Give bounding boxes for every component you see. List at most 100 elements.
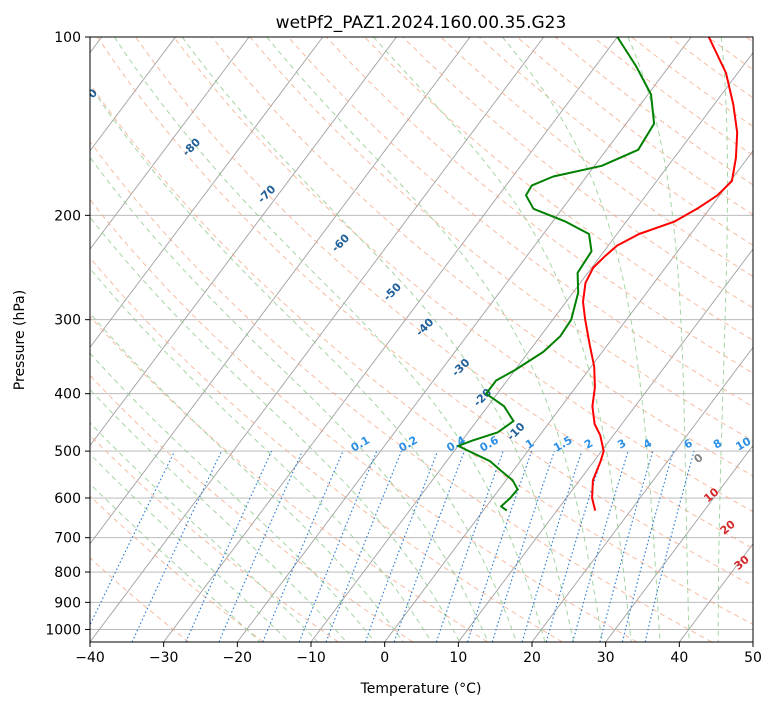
mixing-ratio-line bbox=[393, 450, 465, 642]
dry-adiabat-line bbox=[402, 37, 753, 309]
mixing-ratio-line bbox=[298, 450, 378, 642]
mixing-ratio-line bbox=[185, 450, 273, 642]
dewpoint-profile-line bbox=[457, 37, 656, 512]
axes: −40 −30 −20 −10 0 10 20 30 40 5010020030040050060… bbox=[45, 30, 762, 666]
dry-adiabat-line bbox=[707, 37, 753, 71]
moist-adiabat-label: 10 bbox=[701, 485, 721, 505]
isotherm-line bbox=[236, 37, 692, 642]
moist-adiabat-line bbox=[627, 37, 690, 642]
isotherm-line bbox=[752, 641, 753, 642]
dry-adiabat-line bbox=[135, 37, 753, 550]
x-tick-label: 20 bbox=[523, 650, 541, 666]
dry-adiabat-line bbox=[90, 83, 753, 625]
isotherm-line bbox=[90, 37, 176, 152]
plot-frame bbox=[89, 36, 754, 643]
dry-adiabat-line bbox=[745, 37, 753, 43]
x-tick-label: −40 bbox=[75, 650, 105, 666]
mixing-ratio-line bbox=[644, 450, 695, 642]
mixing-ratio-line bbox=[325, 450, 403, 642]
dry-adiabat-line bbox=[90, 315, 488, 642]
moist-adiabat-line bbox=[181, 37, 575, 642]
moist-adiabat-line bbox=[90, 267, 432, 642]
x-tick-label: −20 bbox=[223, 650, 253, 666]
isotherm-line bbox=[90, 37, 471, 545]
mixing-ratio-line bbox=[466, 450, 533, 642]
y-tick-label: 100 bbox=[54, 30, 81, 46]
reference-lines bbox=[90, 37, 753, 642]
dry-adiabat-line bbox=[478, 37, 753, 246]
mixing-ratio-label: 10 bbox=[734, 434, 754, 453]
isotherm-line bbox=[310, 51, 753, 642]
moist-adiabat-line bbox=[113, 37, 546, 642]
y-tick-label: 200 bbox=[54, 208, 81, 224]
mixing-ratio-line bbox=[435, 450, 504, 642]
x-tick-label: 50 bbox=[744, 650, 762, 666]
x-axis-label: Temperature (°C) bbox=[360, 681, 482, 697]
dry-adiabat-line bbox=[90, 257, 563, 642]
mixing-ratio-line bbox=[545, 450, 605, 642]
mixing-ratio-line bbox=[491, 450, 555, 642]
mixing-ratio-label: 1 bbox=[523, 437, 536, 452]
isotherm-line bbox=[384, 150, 753, 642]
y-tick-label: 500 bbox=[54, 444, 81, 460]
dry-adiabat-line bbox=[325, 37, 753, 374]
dry-adiabat-label: -100 bbox=[0, 49, 11, 78]
isotherm-line bbox=[531, 346, 753, 642]
dry-adiabat-label: -30 bbox=[449, 356, 472, 379]
mixing-ratio-line bbox=[262, 450, 344, 642]
dry-adiabat-line bbox=[364, 37, 753, 341]
moist-adiabat-label: 0 bbox=[691, 451, 705, 466]
mixing-ratio-label: 2 bbox=[582, 437, 595, 452]
isotherm-line bbox=[605, 444, 753, 642]
mixing-ratio-line bbox=[90, 450, 176, 627]
y-tick-label: 700 bbox=[54, 531, 81, 547]
mixing-ratio-line bbox=[521, 450, 583, 642]
dry-adiabat-line bbox=[440, 37, 753, 278]
chart-title: wetPf2_PAZ1.2024.160.00.35.G23 bbox=[276, 13, 567, 33]
mixing-ratio-label: 6 bbox=[682, 436, 695, 451]
mixing-ratio-label: 8 bbox=[711, 437, 724, 452]
y-tick-label: 900 bbox=[54, 595, 81, 611]
moist-adiabat-line bbox=[717, 37, 728, 642]
isotherm-line bbox=[163, 37, 618, 642]
dry-adiabat-label: -90 bbox=[77, 86, 100, 109]
dry-adiabat-line bbox=[173, 37, 753, 513]
moist-adiabat-line bbox=[90, 85, 517, 642]
moist-adiabat-line bbox=[90, 352, 376, 642]
moist-adiabat-label: 30 bbox=[732, 553, 752, 573]
moist-adiabat-label: 40 bbox=[753, 584, 773, 604]
moist-adiabat-line bbox=[502, 37, 661, 642]
mixing-ratio-line bbox=[621, 450, 674, 642]
y-tick-label: 400 bbox=[54, 387, 81, 403]
mixing-ratio-line bbox=[218, 450, 303, 642]
moist-adiabat-line bbox=[90, 483, 261, 642]
isotherm-line bbox=[90, 37, 397, 447]
moist-adiabat-line bbox=[90, 216, 461, 642]
isotherm-line bbox=[90, 37, 250, 250]
x-tick-label: 0 bbox=[380, 650, 389, 666]
moist-adiabat-line bbox=[266, 37, 603, 642]
moist-adiabat-line bbox=[90, 388, 347, 642]
profile-series bbox=[457, 37, 739, 512]
y-tick-label: 600 bbox=[54, 491, 81, 507]
dry-adiabat-line bbox=[90, 198, 638, 642]
mixing-ratio-label: 4 bbox=[641, 436, 654, 451]
mixing-ratio-line bbox=[364, 450, 439, 642]
mixing-ratio-line bbox=[599, 450, 654, 642]
y-tick-label: 800 bbox=[54, 565, 81, 581]
y-tick-label: 1000 bbox=[45, 622, 81, 638]
moist-adiabat-line bbox=[373, 37, 632, 642]
mixing-ratio-line bbox=[131, 450, 223, 642]
isotherm-line bbox=[457, 248, 753, 642]
x-tick-label: 30 bbox=[597, 650, 615, 666]
isotherm-line bbox=[90, 37, 324, 349]
dry-adiabat-line bbox=[90, 495, 264, 642]
moist-adiabat-line bbox=[90, 453, 290, 642]
x-tick-label: −10 bbox=[296, 650, 326, 666]
moist-adiabat-line bbox=[90, 422, 319, 642]
x-tick-label: 40 bbox=[670, 650, 688, 666]
grid-layer bbox=[90, 37, 753, 642]
x-tick-label: −30 bbox=[149, 650, 179, 666]
moist-adiabat-label: 20 bbox=[718, 517, 738, 537]
mixing-ratio-label: 13 bbox=[763, 435, 775, 454]
